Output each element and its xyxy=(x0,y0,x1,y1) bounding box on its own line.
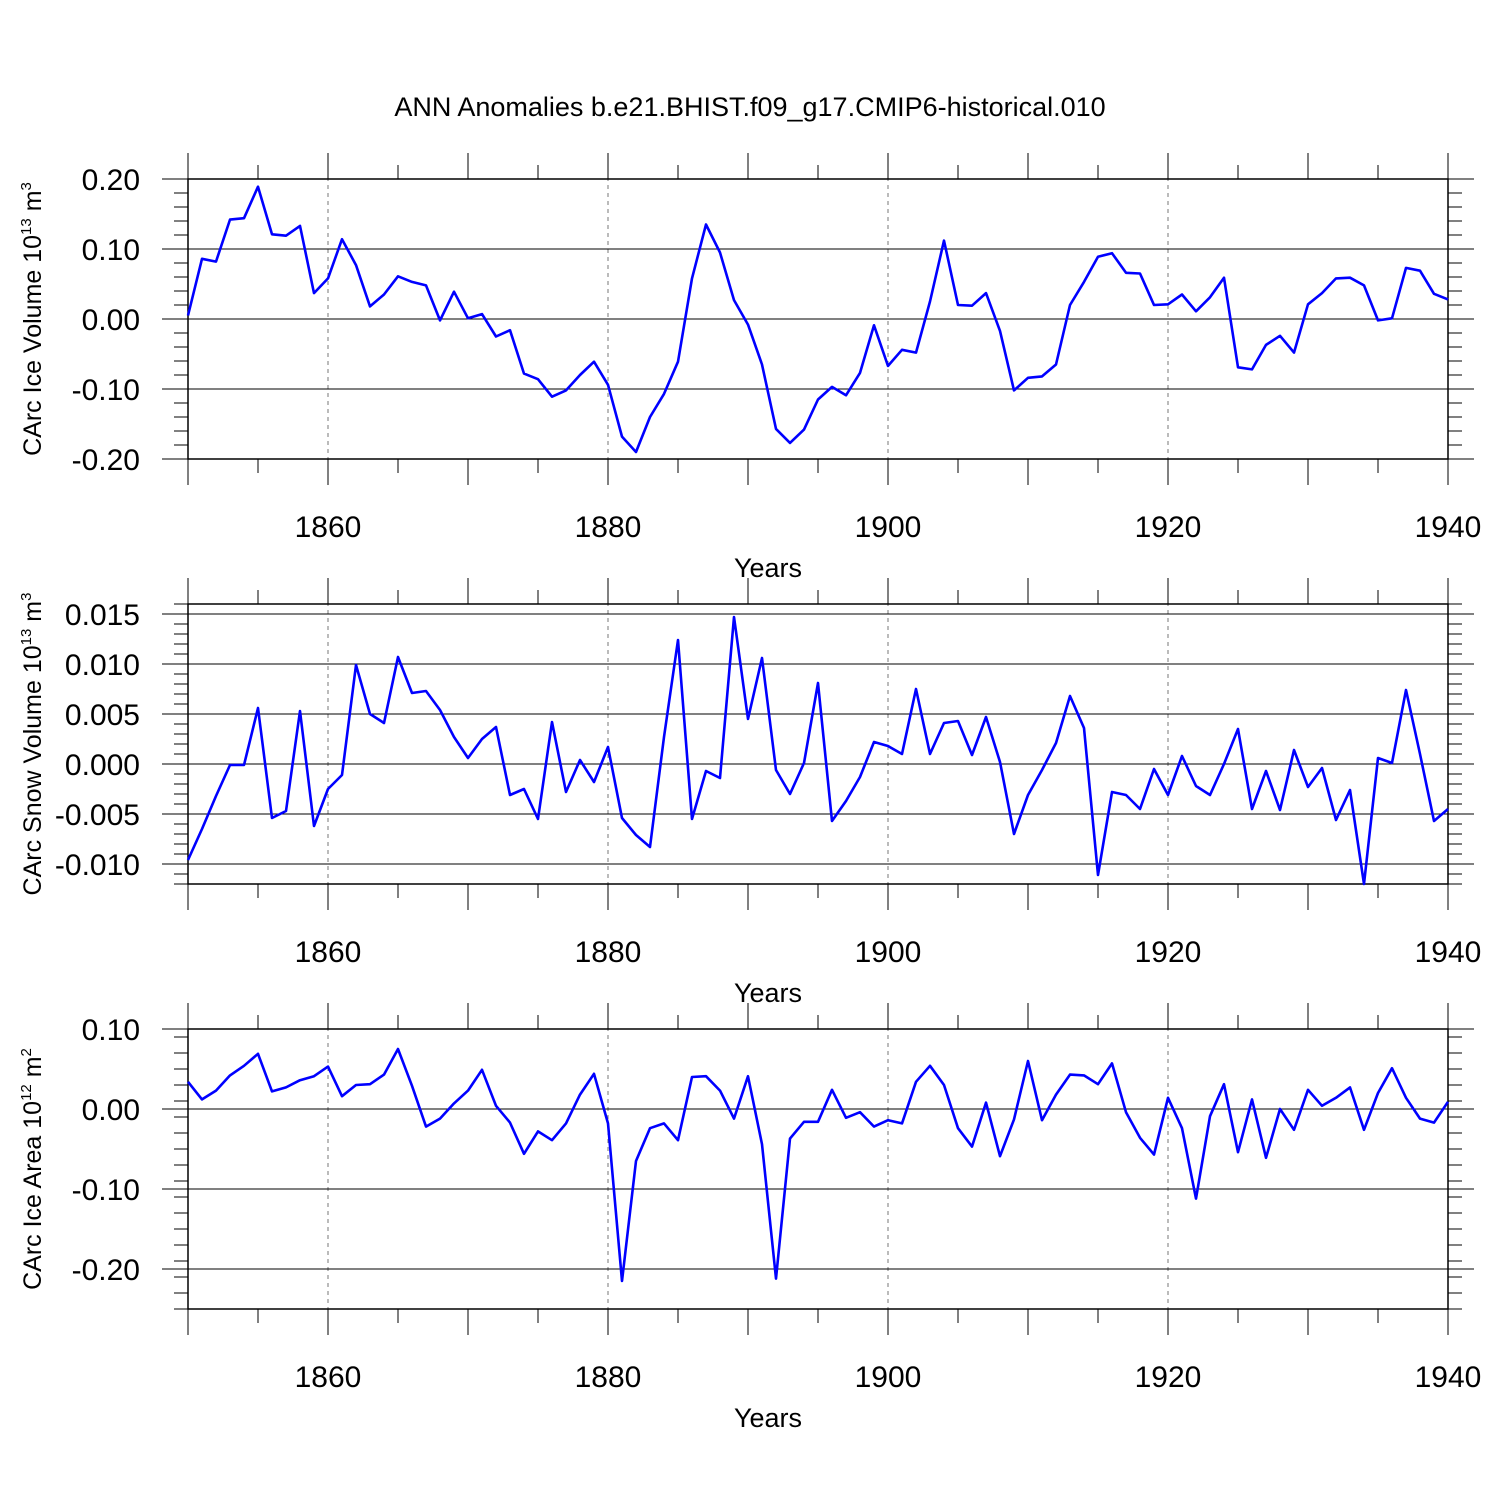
x-tick-label: 1860 xyxy=(295,936,362,969)
x-axis-label: Years xyxy=(734,1403,802,1433)
y-tick-label: -0.10 xyxy=(72,374,140,407)
x-tick-label: 1860 xyxy=(295,511,362,544)
y-tick-label: 0.015 xyxy=(65,599,140,632)
y-tick-label: -0.20 xyxy=(72,1254,140,1287)
series-line xyxy=(186,615,1449,886)
y-tick-label: 0.005 xyxy=(65,699,140,732)
y-axis-label-text: m xyxy=(19,601,47,629)
x-tick-label: 1900 xyxy=(855,511,922,544)
x-axis-label: Years xyxy=(734,553,802,583)
y-axis-label-text: m xyxy=(19,1056,47,1084)
y-axis-label: CArc Ice Volume 1013 m3 xyxy=(18,182,47,456)
y-tick-label: 0.00 xyxy=(82,304,140,337)
x-axis-label: Years xyxy=(734,978,802,1008)
x-tick-label: 1920 xyxy=(1135,1361,1202,1394)
y-axis-label-superscript: 3 xyxy=(18,182,35,190)
x-tick-label: 1940 xyxy=(1415,936,1482,969)
y-tick-label: 0.20 xyxy=(82,164,140,197)
y-axis-label-text: CArc Ice Area 10 xyxy=(19,1101,47,1290)
y-axis-label: CArc Ice Area 1012 m2 xyxy=(18,1048,47,1290)
ice-area-panel: 1860 1880 1900 1920 1940 0.10 0.00 -0.10 -0.20 Ye… xyxy=(18,1003,1481,1433)
y-axis-label-superscript: 13 xyxy=(18,629,35,646)
y-axis-label-superscript: 3 xyxy=(18,593,35,601)
y-tick-label: -0.20 xyxy=(72,444,140,477)
x-tick-label: 1880 xyxy=(575,936,642,969)
y-axis-label-text: CArc Ice Volume 10 xyxy=(19,235,47,456)
x-tick-label: 1940 xyxy=(1415,511,1482,544)
y-tick-label: 0.00 xyxy=(82,1094,140,1127)
y-axis-label-text: CArc Snow Volume 10 xyxy=(19,645,47,895)
x-tick-label: 1880 xyxy=(575,511,642,544)
chart-title: ANN Anomalies b.e21.BHIST.f09_g17.CMIP6-… xyxy=(394,92,1105,122)
y-tick-label: 0.10 xyxy=(82,234,140,267)
x-tick-label: 1880 xyxy=(575,1361,642,1394)
y-axis-label-superscript: 12 xyxy=(18,1084,35,1101)
x-tick-label: 1900 xyxy=(855,1361,922,1394)
series-line xyxy=(186,1047,1450,1283)
ice-volume-panel: 1860 1880 1900 1920 1940 0.20 0.10 0.00 -0.10 -0.… xyxy=(18,153,1481,583)
y-axis-label: CArc Snow Volume 1013 m3 xyxy=(18,593,47,896)
x-tick-label: 1860 xyxy=(295,1361,362,1394)
y-tick-label: 0.010 xyxy=(65,649,140,682)
x-tick-label: 1920 xyxy=(1135,936,1202,969)
y-axis-label-superscript: 2 xyxy=(18,1048,35,1056)
snow-volume-panel: 1860 1880 1900 1920 1940 0.015 0.010 0.005 0.000… xyxy=(18,578,1481,1008)
x-tick-label: 1940 xyxy=(1415,1361,1482,1394)
y-tick-label: -0.010 xyxy=(55,849,140,882)
y-axis-label-superscript: 13 xyxy=(18,218,35,235)
x-tick-label: 1900 xyxy=(855,936,922,969)
y-tick-label: -0.005 xyxy=(55,799,140,832)
x-tick-label: 1920 xyxy=(1135,511,1202,544)
y-tick-label: -0.10 xyxy=(72,1174,140,1207)
y-axis-label-text: m xyxy=(19,190,47,218)
y-tick-label: 0.000 xyxy=(65,749,140,782)
y-tick-label: 0.10 xyxy=(82,1014,140,1047)
series-line xyxy=(186,185,1449,454)
plot-frame xyxy=(187,1028,1449,1310)
plot-frame xyxy=(187,603,1449,885)
